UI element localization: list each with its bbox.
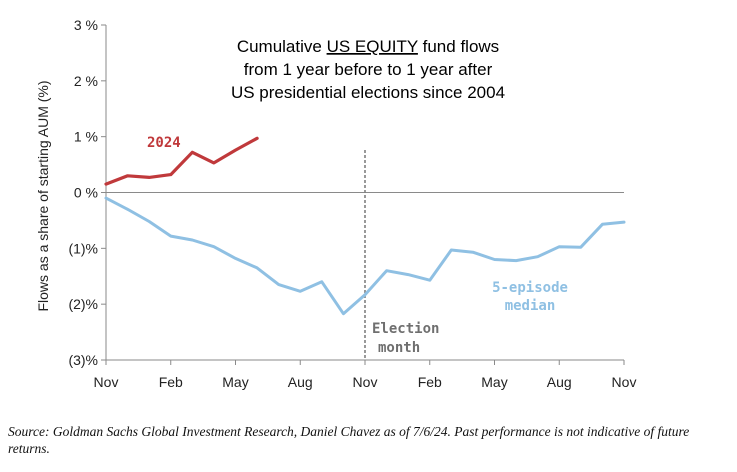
median-annotation-line-1: 5-episode xyxy=(492,280,568,296)
y-tick-label: (2)% xyxy=(68,296,98,312)
x-tick-label: Feb xyxy=(418,374,442,390)
chart-area: 3 %2 %1 %0 %(1)%(2)%(3)% Nov Feb May Aug Nov… xyxy=(35,17,637,390)
x-tick-label: Nov xyxy=(353,374,378,390)
x-axis-tick-labels: Nov Feb May Aug Nov Feb May Aug Nov xyxy=(94,360,637,390)
title-line-3: US presidential elections since 2004 xyxy=(231,83,505,102)
source-note: Source: Goldman Sachs Global Investment … xyxy=(8,424,690,456)
title-line-1-pre: Cumulative xyxy=(237,37,327,56)
x-tick-label: Aug xyxy=(288,374,313,390)
y-tick-label: 3 % xyxy=(74,17,98,33)
y-axis-label: Flows as a share of starting AUM (%) xyxy=(35,80,51,311)
x-tick-label: Nov xyxy=(94,374,119,390)
title-line-1-underlined: US EQUITY xyxy=(327,37,418,56)
series-lines xyxy=(104,136,626,316)
x-tick-label: Aug xyxy=(547,374,572,390)
x-tick-label: Feb xyxy=(159,374,183,390)
x-tick-label: May xyxy=(481,374,507,390)
chart-title: Cumulative US EQUITY fund flows from 1 y… xyxy=(231,37,505,102)
y-tick-label: (1)% xyxy=(68,240,98,256)
x-tick-label: May xyxy=(222,374,248,390)
series-line-median xyxy=(104,196,626,316)
election-month-label-line-1: Election xyxy=(372,321,439,337)
series-line-2024 xyxy=(104,136,259,186)
y-axis-tick-labels: 3 % 2 % 1 % 0 % (1)% (2)% (3)% xyxy=(68,17,106,368)
election-month-marker: Election month xyxy=(364,150,439,360)
x-tick-label: Nov xyxy=(612,374,637,390)
title-line-2: from 1 year before to 1 year after xyxy=(244,60,493,79)
title-line-1-post: fund flows xyxy=(418,37,499,56)
y-tick-label: 2 % xyxy=(74,73,98,89)
y-tick-label: (3)% xyxy=(68,352,98,368)
title-line-1: Cumulative US EQUITY fund flows xyxy=(237,37,499,56)
y-tick-label: 0 % xyxy=(74,185,98,201)
election-month-label-line-2: month xyxy=(378,340,420,356)
series-2024-annotation: 2024 xyxy=(147,135,181,151)
y-tick-label: 1 % xyxy=(74,129,98,145)
median-annotation-line-2: median xyxy=(505,298,556,314)
